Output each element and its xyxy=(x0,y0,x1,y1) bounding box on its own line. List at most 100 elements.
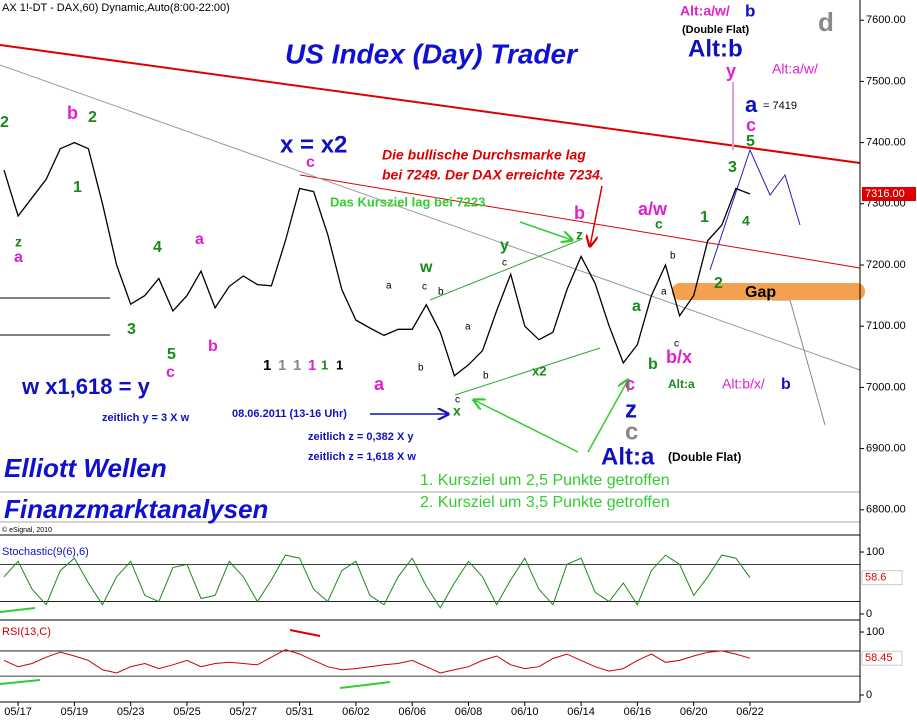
annotation: c xyxy=(455,395,460,406)
x-tick-label: 05/23 xyxy=(117,706,145,718)
annotation: 1 xyxy=(336,357,343,372)
annotation: 2 xyxy=(88,109,97,126)
annotation: b xyxy=(67,103,78,123)
panel-title: RSI(13,C) xyxy=(2,626,51,638)
x-tick-label: 05/17 xyxy=(4,706,32,718)
series-line xyxy=(3,649,751,674)
annotation: 4 xyxy=(153,239,162,256)
annotation: c xyxy=(625,374,635,394)
annotation: y xyxy=(500,237,509,254)
annotation: c xyxy=(502,258,507,269)
annotation: a xyxy=(374,374,385,394)
x-tick-label: 05/31 xyxy=(286,706,314,718)
y-tick-label: 6800.00 xyxy=(866,504,906,516)
annotation: (Double Flat) xyxy=(682,24,750,36)
annotation: x xyxy=(453,403,461,419)
annotation: 1 xyxy=(73,179,82,196)
x-tick-label: 05/25 xyxy=(173,706,201,718)
annotation: a/w xyxy=(638,199,668,219)
annotation: b xyxy=(438,287,444,298)
y-tick-label: 100 xyxy=(866,546,884,558)
annotation: w x1,618 = y xyxy=(21,374,151,399)
annotation: c xyxy=(625,418,638,445)
annotation: 1. Kursziel um 2,5 Punkte getroffen xyxy=(420,472,670,489)
annotation: zeitlich y = 3 X w xyxy=(102,412,190,424)
series-line xyxy=(3,141,751,377)
annotation: b xyxy=(208,338,218,355)
annotation: 2 xyxy=(0,114,9,131)
series-line xyxy=(3,554,751,609)
last-value-label: 58.6 xyxy=(865,572,886,584)
annotation: Alt:a xyxy=(601,443,655,470)
annotation: c xyxy=(655,216,663,232)
y-tick-label: 0 xyxy=(866,689,872,701)
annotation: bei 7249. Der DAX erreichte 7234. xyxy=(382,167,604,183)
annotation: a xyxy=(195,231,204,248)
title: US Index (Day) Trader xyxy=(285,38,579,69)
annotation: zeitlich z = 1,618 X w xyxy=(308,451,416,463)
annotation: Alt:a xyxy=(668,377,695,391)
last-value-label: 7316.00 xyxy=(865,188,905,200)
x-tick-label: 05/27 xyxy=(230,706,258,718)
brand: Elliott Wellen xyxy=(4,453,167,483)
y-tick-label: 7200.00 xyxy=(866,259,906,271)
x-tick-label: 06/06 xyxy=(398,706,426,718)
annotation: b xyxy=(745,1,755,20)
annotation: Alt:b xyxy=(688,35,743,62)
y-tick-label: 7500.00 xyxy=(866,75,906,87)
annotation: 08.06.2011 (13-16 Uhr) xyxy=(232,408,347,420)
annotation: 2 xyxy=(714,275,723,292)
annotation: b xyxy=(574,203,585,223)
annotation: b xyxy=(418,363,424,374)
annotation: 5 xyxy=(746,133,755,150)
annotation: z xyxy=(15,234,22,250)
x-tick-label: 05/19 xyxy=(61,706,89,718)
y-tick-label: 7100.00 xyxy=(866,320,906,332)
x-tick-label: 06/02 xyxy=(342,706,370,718)
annotation: 3 xyxy=(728,159,737,176)
annotation: b xyxy=(483,371,489,382)
x-tick-label: 06/14 xyxy=(567,706,595,718)
annotation: 1 xyxy=(308,357,316,374)
brand: Finanzmarktanalysen xyxy=(4,494,268,524)
annotation: a xyxy=(745,92,758,117)
annotation: z xyxy=(576,227,583,243)
y-tick-label: 7600.00 xyxy=(866,14,906,26)
annotation: b xyxy=(670,251,676,262)
header: AX 1!-DT - DAX,60) Dynamic,Auto(8:00-22:… xyxy=(2,2,230,14)
x-tick-label: 06/20 xyxy=(680,706,708,718)
y-tick-label: 7400.00 xyxy=(866,137,906,149)
last-value-label: 58.45 xyxy=(865,652,893,664)
y-tick-label: 0 xyxy=(866,608,872,620)
decorations xyxy=(0,0,865,703)
annotation: zeitlich z = 0,382 X y xyxy=(308,431,414,443)
annotation: c xyxy=(166,364,175,381)
annotation: x2 xyxy=(532,363,546,378)
annotation: b xyxy=(648,356,658,373)
annotation: Alt:a/w/ xyxy=(772,61,818,77)
annotation: w xyxy=(419,259,433,276)
annotation: d xyxy=(818,7,834,37)
annotation: 3 xyxy=(127,321,136,338)
annotation: x = x2 xyxy=(280,131,347,158)
annotation: a xyxy=(386,281,392,292)
x-tick-label: 06/08 xyxy=(455,706,483,718)
annotation: b/x xyxy=(666,347,692,367)
annotation: z xyxy=(625,396,637,423)
annotation: 1 xyxy=(293,357,301,374)
panel-title: Stochastic(9(6),6) xyxy=(2,546,89,558)
annotation: Gap xyxy=(745,284,776,301)
y-tick-label: 6900.00 xyxy=(866,443,906,455)
annotation: 1 xyxy=(278,357,286,374)
annotation: a xyxy=(14,249,23,266)
annotation: 4 xyxy=(742,213,750,229)
annotation: 1 xyxy=(263,357,271,374)
y-tick-label: 7000.00 xyxy=(866,381,906,393)
annotation: a xyxy=(465,322,471,333)
x-tick-label: 06/22 xyxy=(736,706,764,718)
annotation: c xyxy=(306,154,315,171)
annotation: Die bullische Durchsmarke lag xyxy=(382,147,586,163)
last-value-box xyxy=(862,187,916,202)
annotation: 5 xyxy=(167,346,176,363)
